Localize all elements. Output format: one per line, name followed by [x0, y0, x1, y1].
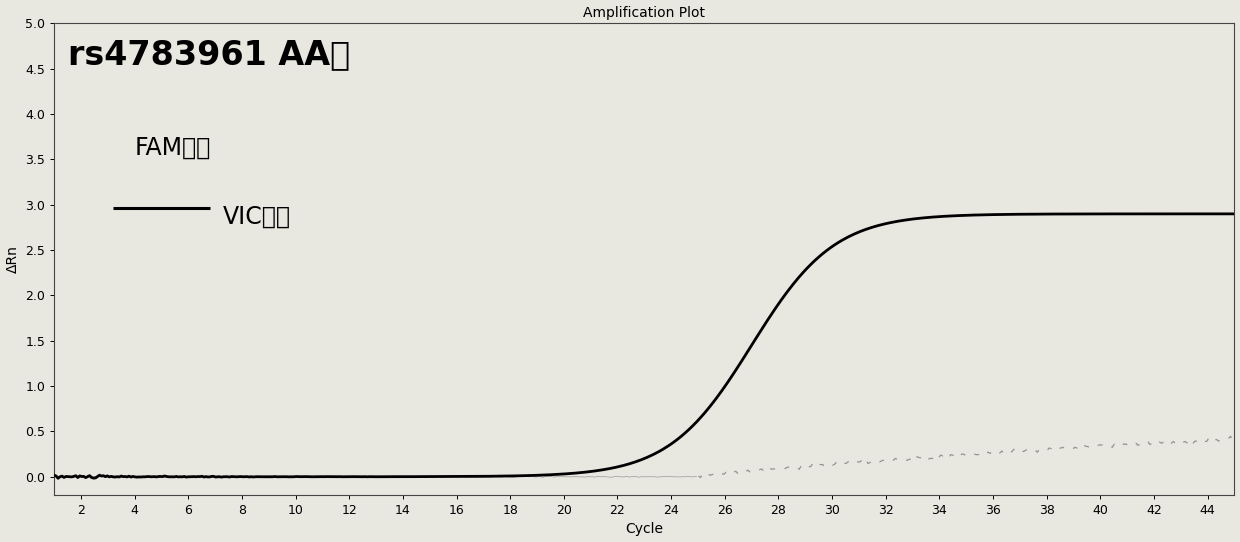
Title: Amplification Plot: Amplification Plot — [583, 5, 706, 20]
X-axis label: Cycle: Cycle — [625, 522, 663, 537]
Y-axis label: ΔRn: ΔRn — [5, 245, 20, 273]
Text: FAM标记: FAM标记 — [135, 136, 211, 160]
Text: VIC标记: VIC标记 — [223, 205, 291, 229]
Text: rs4783961 AA型: rs4783961 AA型 — [67, 38, 350, 72]
